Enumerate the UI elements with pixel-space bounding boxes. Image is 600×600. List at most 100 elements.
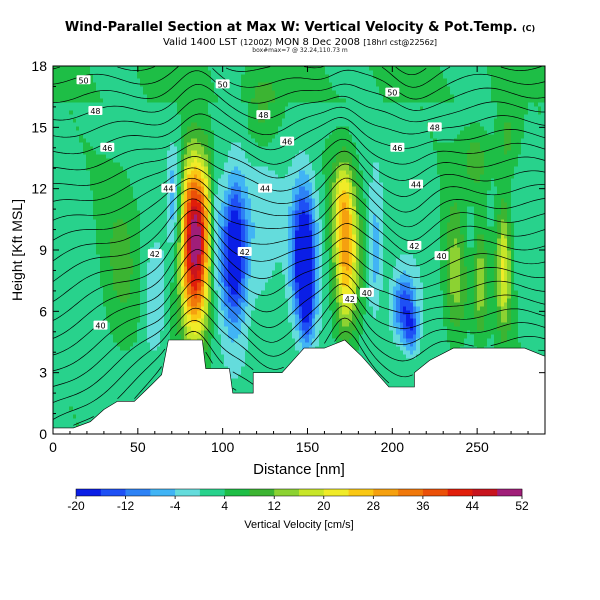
velocity-cell <box>349 334 354 339</box>
velocity-cell <box>103 306 108 311</box>
velocity-cell <box>366 326 371 331</box>
velocity-cell <box>420 310 425 315</box>
velocity-cell <box>110 294 115 299</box>
velocity-cell <box>93 338 98 343</box>
velocity-cell <box>501 334 506 339</box>
velocity-cell <box>63 346 68 351</box>
velocity-cell <box>329 342 334 347</box>
velocity-cell <box>467 334 472 339</box>
velocity-cell <box>514 314 520 319</box>
velocity-cell <box>487 314 493 319</box>
velocity-cell <box>69 322 75 327</box>
velocity-cell <box>211 302 216 307</box>
velocity-cell <box>261 366 267 371</box>
velocity-cell <box>325 318 331 323</box>
velocity-cell <box>285 302 290 307</box>
velocity-cell <box>73 306 78 311</box>
velocity-cell <box>221 338 226 343</box>
velocity-cell <box>79 362 85 367</box>
velocity-cell <box>305 330 311 335</box>
velocity-cell <box>73 358 78 363</box>
velocity-cell <box>59 414 65 419</box>
velocity-cell <box>272 318 277 323</box>
velocity-cell <box>507 302 513 307</box>
velocity-cell <box>332 330 338 335</box>
velocity-cell <box>302 306 307 311</box>
velocity-cell <box>79 294 85 299</box>
velocity-cell <box>248 338 253 343</box>
velocity-cell <box>278 350 284 355</box>
velocity-cell <box>154 314 159 319</box>
velocity-cell <box>211 338 216 343</box>
velocity-cell <box>416 306 422 311</box>
velocity-cell <box>154 354 159 359</box>
velocity-cell <box>100 370 105 375</box>
velocity-cell <box>69 358 75 363</box>
velocity-cell <box>410 338 415 343</box>
velocity-cell <box>93 346 98 351</box>
velocity-cell <box>241 322 247 327</box>
velocity-cell <box>433 354 439 359</box>
velocity-cell <box>248 358 253 363</box>
velocity-cell <box>160 362 166 367</box>
velocity-cell <box>245 390 250 395</box>
velocity-cell <box>73 406 78 411</box>
velocity-cell <box>96 306 102 311</box>
velocity-cell <box>241 386 247 391</box>
velocity-cell <box>157 342 162 347</box>
velocity-cell <box>184 334 189 339</box>
velocity-cell <box>322 342 327 347</box>
velocity-cell <box>100 306 105 311</box>
velocity-cell <box>103 330 108 335</box>
velocity-cell <box>511 322 516 327</box>
velocity-cell <box>56 346 61 351</box>
velocity-cell <box>447 322 452 327</box>
velocity-cell <box>181 310 186 315</box>
velocity-cell <box>110 318 115 323</box>
velocity-cell <box>299 314 304 319</box>
velocity-cell <box>406 378 412 383</box>
velocity-cell <box>268 306 274 311</box>
velocity-cell <box>386 374 391 379</box>
velocity-cell <box>214 314 220 319</box>
velocity-cell <box>93 406 98 411</box>
velocity-cell <box>366 342 371 347</box>
velocity-cell <box>315 322 321 327</box>
velocity-cell <box>214 318 220 323</box>
velocity-cell <box>541 346 546 351</box>
chart-title: Wind-Parallel Section at Max W: Vertical… <box>0 20 600 35</box>
velocity-cell <box>309 334 314 339</box>
velocity-cell <box>137 350 142 355</box>
velocity-cell <box>379 310 385 315</box>
velocity-cell <box>450 306 456 311</box>
velocity-cell <box>305 318 311 323</box>
velocity-cell <box>83 374 88 379</box>
velocity-cell <box>302 322 307 327</box>
velocity-cell <box>133 366 139 371</box>
velocity-cell <box>79 374 85 379</box>
velocity-cell <box>191 302 196 307</box>
velocity-cell <box>106 306 112 311</box>
velocity-cell <box>127 306 132 311</box>
velocity-cell <box>319 306 324 311</box>
velocity-cell <box>90 374 95 379</box>
velocity-cell <box>416 358 422 363</box>
velocity-cell <box>420 326 425 331</box>
velocity-cell <box>63 410 68 415</box>
velocity-cell <box>322 302 327 307</box>
velocity-cell <box>86 362 92 367</box>
velocity-cell <box>164 342 169 347</box>
velocity-cell <box>170 322 176 327</box>
velocity-cell <box>487 310 493 315</box>
velocity-cell <box>504 338 509 343</box>
velocity-cell <box>100 318 105 323</box>
velocity-cell <box>208 302 213 307</box>
velocity-cell <box>433 318 439 323</box>
velocity-cell <box>245 306 250 311</box>
velocity-cell <box>140 378 145 383</box>
velocity-cell <box>79 358 85 363</box>
velocity-cell <box>457 306 462 311</box>
velocity-cell <box>265 302 270 307</box>
